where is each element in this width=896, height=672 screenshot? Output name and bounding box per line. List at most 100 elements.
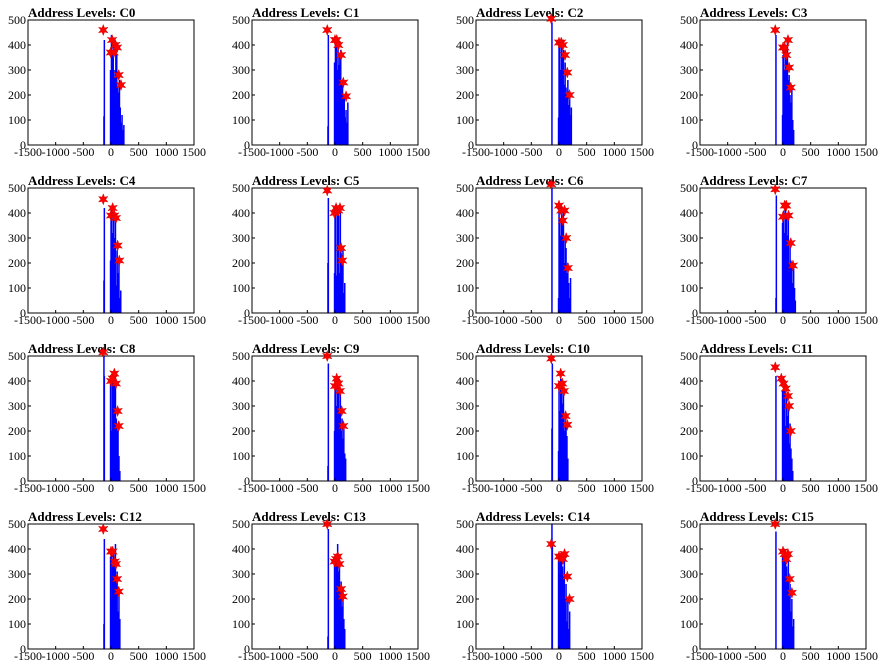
x-tick-label: -500 — [296, 145, 318, 159]
star-marker — [107, 545, 118, 558]
marker-series — [769, 23, 797, 94]
bar — [333, 62, 336, 145]
chart-panel: Address Levels: C14 -1500 -1000 -500 0 500 100… — [448, 504, 672, 672]
x-tick-label: 0 — [780, 481, 786, 495]
bar — [117, 273, 119, 313]
star-marker — [783, 209, 794, 222]
bar — [569, 115, 572, 145]
x-tick-label: 1000 — [826, 313, 850, 327]
chart-svg: -1500 -1000 -500 0 500 1000 1500 0 100 200 300 400 5… — [680, 181, 878, 327]
star-marker — [109, 209, 120, 222]
x-tick-label: 1000 — [602, 145, 626, 159]
bar — [114, 70, 116, 145]
star-marker — [97, 522, 109, 536]
chart-title: Address Levels: C12 — [28, 509, 142, 524]
bar — [785, 57, 788, 145]
star-marker — [559, 547, 570, 561]
bar — [116, 87, 119, 145]
y-tick-label: 200 — [232, 424, 250, 438]
bar — [784, 233, 786, 313]
x-tick-label: -500 — [72, 145, 94, 159]
star-marker — [337, 76, 349, 89]
y-tick-label: 200 — [680, 88, 698, 102]
y-tick-label: 200 — [8, 424, 26, 438]
x-tick-label: 500 — [578, 145, 596, 159]
bar — [783, 554, 785, 649]
x-tick-label: 500 — [130, 481, 148, 495]
chart-svg: -1500 -1000 -500 0 500 1000 1500 0 100 200 300 400 5… — [680, 517, 878, 663]
chart-svg: -1500 -1000 -500 0 500 1000 1500 0 100 200 300 400 5… — [680, 13, 878, 159]
y-tick-label: 300 — [680, 231, 698, 245]
star-marker — [557, 38, 569, 52]
bar — [336, 70, 338, 145]
star-marker — [557, 214, 569, 227]
x-tick-label: 0 — [556, 313, 562, 327]
chart-title: Address Levels: C6 — [476, 173, 584, 188]
star-marker — [782, 389, 794, 403]
y-tick-label: 500 — [8, 181, 26, 195]
y-tick-label: 100 — [456, 281, 474, 295]
x-tick-label: -500 — [72, 481, 94, 495]
bar-series — [103, 539, 121, 649]
bar — [565, 87, 567, 145]
x-tick-label: -500 — [296, 313, 318, 327]
chart-svg: -1500 -1000 -500 0 500 1000 1500 0 100 200 300 400 5… — [8, 517, 206, 663]
y-tick-label: 500 — [456, 13, 474, 27]
x-tick-label: 1500 — [630, 313, 654, 327]
bar — [110, 35, 113, 145]
bar — [565, 584, 567, 649]
chart-panel: Address Levels: C11 -1500 -1000 -500 0 500 100… — [672, 336, 896, 504]
y-tick-label: 500 — [680, 517, 698, 531]
x-tick-label: -500 — [72, 313, 94, 327]
chart-panel: Address Levels: C6 -1500 -1000 -500 0 500 1000… — [448, 168, 672, 336]
star-marker — [111, 41, 123, 54]
y-tick-label: 100 — [456, 449, 474, 463]
x-tick-label: 1000 — [826, 145, 850, 159]
bar — [341, 80, 344, 145]
y-tick-label: 300 — [8, 567, 26, 581]
bar — [112, 37, 114, 145]
marker-series — [769, 361, 797, 438]
y-tick-label: 0 — [244, 642, 250, 656]
y-tick-label: 300 — [680, 399, 698, 413]
bar — [786, 416, 789, 481]
star-marker — [112, 239, 123, 252]
bar — [792, 130, 795, 145]
x-tick-label: 1500 — [854, 649, 878, 663]
bar — [336, 386, 339, 481]
bar — [112, 381, 114, 481]
bar — [336, 208, 339, 313]
marker-series — [769, 183, 799, 272]
star-marker — [337, 590, 349, 603]
x-tick-label: 500 — [802, 649, 820, 663]
y-tick-label: 500 — [8, 517, 26, 531]
star-marker — [113, 585, 125, 598]
star-marker — [781, 199, 792, 212]
x-tick-label: 1500 — [406, 313, 430, 327]
bar — [113, 564, 116, 649]
y-tick-label: 400 — [680, 38, 698, 52]
bar — [334, 599, 336, 649]
x-tick-label: -500 — [296, 481, 318, 495]
bar — [784, 70, 786, 145]
bar — [344, 629, 346, 649]
x-tick-label: -1000 — [266, 313, 294, 327]
star-marker — [558, 384, 570, 398]
y-tick-label: 500 — [456, 349, 474, 363]
star-marker — [321, 349, 333, 363]
star-marker — [337, 419, 349, 433]
chart-title: Address Levels: C3 — [700, 5, 808, 20]
bar — [342, 95, 345, 145]
bar — [565, 248, 567, 313]
x-tick-label: -1500 — [238, 649, 266, 663]
y-tick-label: 300 — [232, 567, 250, 581]
bar — [558, 208, 560, 313]
y-tick-label: 100 — [680, 281, 698, 295]
y-tick-label: 100 — [8, 617, 26, 631]
bar — [791, 599, 793, 649]
x-tick-label: 0 — [556, 649, 562, 663]
x-tick-label: -1500 — [462, 145, 490, 159]
bar-series — [775, 195, 797, 313]
bar-series — [327, 529, 346, 649]
bar — [560, 70, 562, 145]
